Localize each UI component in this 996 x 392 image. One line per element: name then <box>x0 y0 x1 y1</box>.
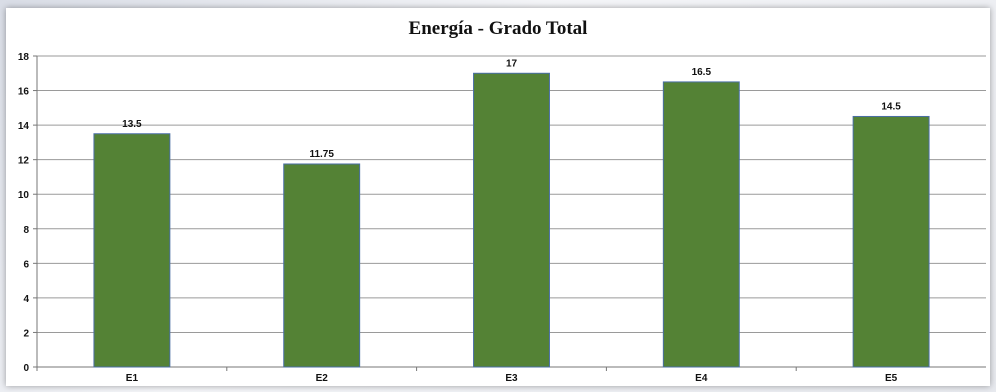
bar-E1 <box>93 133 171 368</box>
data-label-E5: 14.5 <box>881 101 901 112</box>
y-tick-label-9: 18 <box>18 52 30 63</box>
bars <box>93 72 930 368</box>
y-tick-label-8: 16 <box>18 87 30 98</box>
y-tick-label-0: 0 <box>23 363 29 374</box>
x-tick-label-E2: E2 <box>316 373 329 384</box>
y-tick-label-3: 6 <box>23 259 29 270</box>
bar-E2 <box>283 163 361 368</box>
x-tick-label-E5: E5 <box>885 373 898 384</box>
y-tick-label-6: 12 <box>18 156 30 167</box>
y-tick-label-4: 8 <box>23 225 29 236</box>
chart-title: Energía - Grado Total <box>408 18 588 39</box>
bar-chart: 0 2 4 6 8 10 12 14 16 18 13.5 E1 11.75 E2 17 E3 16.5 E4 14… <box>18 52 986 384</box>
chart-area: Energía - Grado Total 0 2 4 6 8 10 12 14 16 18 13.… <box>6 8 990 386</box>
bar-E4 <box>662 81 740 368</box>
y-tick-label-2: 4 <box>23 294 29 305</box>
bar-E5 <box>852 115 930 368</box>
bar-E3 <box>473 72 550 368</box>
data-label-E4: 16.5 <box>692 67 712 78</box>
y-tick-label-5: 10 <box>18 190 30 201</box>
y-tick-label-1: 2 <box>23 328 29 339</box>
y-tick-label-7: 14 <box>18 121 30 132</box>
data-label-E3: 17 <box>506 58 518 69</box>
x-tick-label-E1: E1 <box>126 373 139 384</box>
data-label-E1: 13.5 <box>122 119 142 130</box>
data-label-E2: 11.75 <box>309 149 334 160</box>
x-tick-label-E4: E4 <box>695 373 708 384</box>
labels: 0 2 4 6 8 10 12 14 16 18 13.5 E1 11.75 E2 17 E3 16.5 E4 14… <box>18 52 901 384</box>
x-tick-label-E3: E3 <box>505 373 518 384</box>
